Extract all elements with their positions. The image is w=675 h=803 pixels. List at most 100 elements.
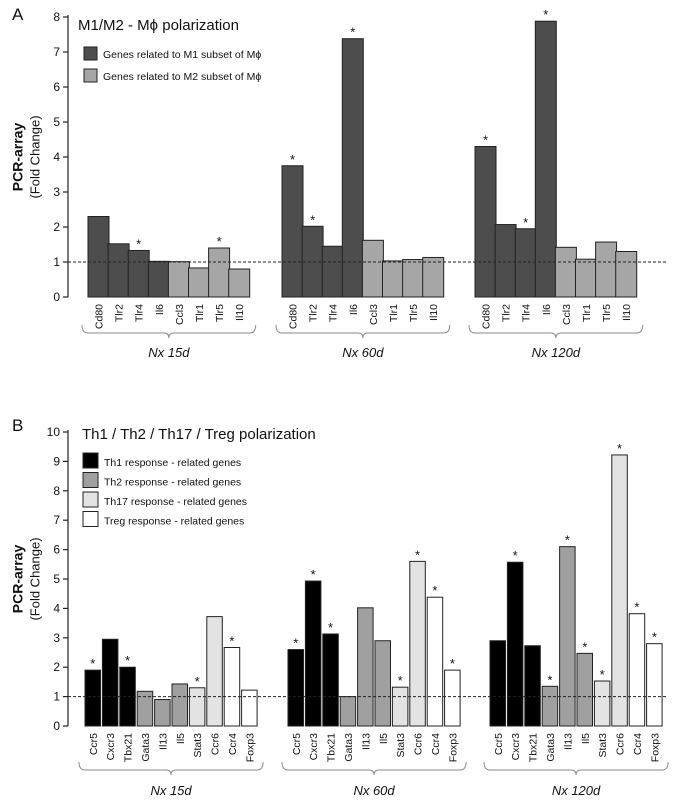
panel-b-significance-star: * [450,656,455,671]
panel-a-chart: A M1/M2 - Mϕ polarization PCR-array (Fold C… [10,5,668,360]
panel-b-category-label: Gata3 [343,733,355,762]
panel-b-significance-star: * [311,567,316,582]
panel-b-bar-il5 [374,640,391,727]
panel-a-bar-il10 [422,256,445,298]
panel-a-category-label: Cd80 [94,304,106,329]
panel-b-significance-star: * [229,634,234,649]
panel-b-bar-il13 [154,699,171,727]
panel-b-bar-tbx21 [119,666,136,727]
panel-b-ytick-label: 2 [53,660,60,674]
panel-a-group-label: Nx 60d [342,345,384,360]
panel-b-legend-label: Th1 response - related genes [104,457,241,469]
panel-a-significance-star: * [310,212,315,227]
panel-b-significance-star: * [293,636,298,651]
panel-a-category-label: Tlr5 [214,304,226,322]
panel-b-significance-star: * [415,547,420,562]
panel-b-category-label: Stat3 [597,733,609,758]
panel-b-significance-star: * [398,673,403,688]
panel-a-significance-star: * [136,236,141,251]
panel-a-significance-star: * [523,215,528,230]
panel-b-category-label: Ccr4 [430,733,442,755]
panel-b-bar-gata3 [136,690,154,727]
panel-a-bar-tlr1 [575,258,597,298]
panel-b-significance-star: * [634,600,639,615]
panel-b-category-label: Cxcr3 [510,733,522,761]
panel-b-bar-cxcr3 [101,638,119,727]
panel-a-ytick-label: 7 [53,45,60,59]
panel-b-category-label: Tbx21 [123,733,135,762]
panel-b-ylabel-sub: (Fold Change) [27,537,42,620]
panel-b-bar-foxp3 [241,689,258,727]
panel-a-bar-tlr5 [595,241,618,298]
panel-a-category-label: Ccl3 [368,304,380,325]
panel-a-legend-label: Genes related to M1 subset of Mϕ [103,49,261,61]
panel-a-title: M1/M2 - Mϕ polarization [78,17,239,34]
panel-a-group-bracket [468,324,644,339]
panel-b-title: Th1 / Th2 / Th17 / Treg polarization [82,426,316,443]
panel-b-category-label: Il13 [157,733,169,750]
panel-a-significance-star: * [217,234,222,249]
panel-a-group-bracket [275,324,451,339]
panel-b-legend-label: Th17 response - related genes [104,496,247,508]
panel-b-bar-ccr5 [287,649,304,727]
panel-a-category-label: Il6 [541,304,553,315]
panel-a-bar-il6 [147,260,170,298]
panel-b-group-label: Nx 120d [552,783,601,798]
panel-a-category-label: Cd80 [288,304,300,329]
panel-a-bar-tlr5 [208,247,231,298]
panel-b-group-bracket [483,761,669,776]
panel-a-letter: A [12,5,24,24]
panel-b-ytick-label: 4 [53,601,60,615]
panel-a-category-label: Ccl3 [561,304,573,325]
panel-a-category-label: Il10 [428,304,440,321]
panel-b-category-label: Gata3 [140,733,152,762]
panel-b-legend-label: Treg response - related genes [104,516,244,528]
panel-a-bar-il10 [615,251,638,298]
panel-a-group-bracket [81,324,257,339]
panel-b-bar-ccr6 [611,454,628,727]
panel-b-significance-star: * [328,620,333,635]
panel-a-bar-tlr5 [402,259,425,298]
panel-a-category-label: Il6 [348,304,360,315]
panel-b-bar-ccr5 [489,640,506,727]
panel-a-significance-star: * [543,7,548,22]
panel-a-group-label: Nx 15d [148,345,190,360]
panel-b-significance-star: * [547,672,552,687]
panel-a-category-label: Il10 [621,304,633,321]
panel-a-category-label: Tlr1 [194,304,206,322]
panel-b-category-label: Ccr6 [615,733,627,755]
panel-b-bar-ccr6 [409,560,426,727]
panel-b-ytick-label: 5 [53,572,60,586]
panel-a-ytick-label: 3 [53,185,60,199]
panel-b-bar-gata3 [541,685,559,727]
panel-b-category-label: Ccr4 [632,733,644,755]
panel-a-category-label: Tlr5 [601,304,613,322]
panel-b-significance-star: * [600,667,605,682]
panel-b-significance-star: * [195,674,200,689]
panel-b-bar-stat3 [391,686,409,727]
panel-a-bar-tlr2 [107,243,130,298]
panel-b-ytick-label: 6 [53,543,60,557]
panel-a-legend-label: Genes related to M2 subset of Mϕ [103,71,261,83]
panel-a-bar-cd80 [281,165,304,298]
panel-b-bar-stat3 [593,680,611,727]
panel-b-significance-star: * [617,441,622,456]
panel-a-category-label: Il6 [154,304,166,315]
panel-b-bar-ccr5 [84,669,101,727]
panel-b-significance-star: * [582,639,587,654]
panel-b-significance-star: * [90,656,95,671]
panel-a-ytick-label: 6 [53,80,60,94]
panel-b-category-label: Il5 [580,733,592,744]
panel-a-category-label: Tlr1 [581,304,593,322]
panel-b-ytick-label: 0 [53,719,60,733]
panel-b-category-label: Foxp3 [649,733,661,762]
panel-b-bar-ccr4 [426,596,444,727]
panel-b-significance-star: * [513,548,518,563]
panel-a-bar-tlr4 [514,228,537,298]
panel-b-ylabel: PCR-array [10,545,26,614]
panel-a-ylabel-sub: (Fold Change) [27,115,42,198]
panel-b-significance-star: * [432,583,437,598]
panel-a-bar-tlr4 [127,249,150,298]
panel-b-ytick-label: 8 [53,484,60,498]
panel-a-ylabel: PCR-array [10,123,26,192]
